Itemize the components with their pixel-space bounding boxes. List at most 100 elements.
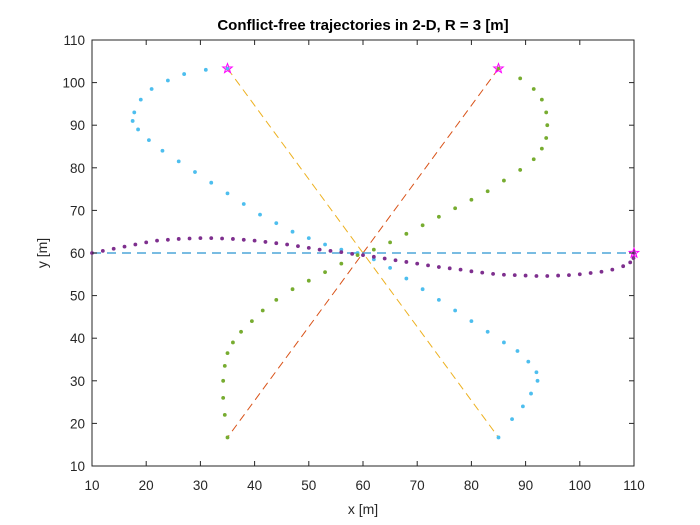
y-tick-label: 10 (70, 459, 85, 474)
trajectory-point (496, 435, 501, 440)
trajectory-point (526, 359, 531, 364)
trajectory-point (144, 240, 149, 245)
trajectory-2 (221, 66, 550, 440)
trajectory-point (306, 278, 311, 283)
trajectory-point (221, 395, 226, 400)
trajectory-point (388, 240, 392, 245)
y-tick-label: 90 (70, 118, 85, 133)
trajectory-point (285, 242, 290, 247)
trajectory-point (130, 119, 135, 123)
trajectory-point (371, 247, 376, 252)
trajectory-point (221, 378, 226, 383)
trajectory-point (502, 178, 506, 183)
trajectory-point (231, 237, 235, 241)
trajectory-point (485, 189, 490, 194)
y-tick-label: 20 (70, 416, 85, 431)
trajectory-point (556, 273, 561, 278)
y-tick-label: 50 (70, 289, 85, 304)
trajectory-point (339, 250, 344, 255)
trajectory-point (225, 191, 230, 196)
trajectory-point (436, 297, 441, 302)
x-tick-label: 80 (464, 478, 479, 493)
y-axis-label: y [m] (34, 238, 50, 268)
x-axis-label: x [m] (348, 501, 378, 517)
trajectory-point (502, 272, 506, 277)
trajectory-point (520, 404, 525, 409)
trajectory-point (133, 242, 138, 247)
trajectory-point (160, 148, 165, 153)
trajectory-point (274, 297, 279, 302)
trajectory-point (252, 238, 257, 243)
trajectory-point (469, 319, 474, 324)
trajectory-point (512, 273, 517, 278)
y-tick-label: 100 (62, 76, 85, 91)
trajectory-point (599, 269, 604, 274)
trajectory-point (339, 261, 344, 266)
trajectory-point (296, 244, 300, 249)
x-tick-label: 90 (518, 478, 533, 493)
trajectory-point (535, 378, 540, 383)
trajectory-point (225, 435, 230, 440)
trajectory-point (323, 270, 327, 275)
trajectory-point (523, 273, 528, 278)
trajectory-point (182, 72, 187, 76)
x-tick-label: 40 (247, 478, 262, 493)
trajectory-point (225, 351, 230, 356)
plot-area: 10 20 30 40 50 60 70 80 90 100 110 10 20 30 40 50 60 70 80… (62, 33, 644, 493)
trajectory-point (436, 265, 441, 269)
trajectory-point (539, 97, 544, 102)
trajectory-point (306, 245, 311, 250)
trajectory-point (545, 274, 550, 278)
trajectory-point (323, 242, 327, 247)
trajectory-point (371, 254, 376, 259)
trajectory-point (388, 266, 392, 270)
trajectory-point (436, 214, 441, 219)
trajectory-point (132, 110, 137, 115)
trajectory-point (621, 264, 626, 269)
trajectory-point (577, 272, 582, 277)
trajectory-point (544, 136, 549, 140)
trajectory-3 (90, 236, 636, 278)
trajectory-point (220, 236, 224, 241)
trajectory-point (122, 244, 127, 249)
x-tick-label: 30 (193, 478, 208, 493)
trajectory-point (415, 261, 420, 266)
trajectory-point (209, 236, 214, 240)
trajectory-point (290, 229, 295, 234)
x-tick-label: 50 (301, 478, 316, 493)
trajectory-point (531, 87, 536, 91)
x-tick-label: 60 (355, 478, 370, 493)
trajectory-point (631, 256, 636, 261)
trajectory-point (529, 391, 533, 396)
trajectory-point (393, 258, 398, 263)
trajectory-point (203, 67, 208, 72)
trajectory-point (588, 271, 593, 275)
trajectory-point (534, 370, 539, 375)
axis-ticks: 10 20 30 40 50 60 70 80 90 100 110 10 20 30 40 50 60 70 80… (62, 33, 644, 493)
trajectory-point (138, 97, 143, 102)
y-tick-label: 60 (70, 246, 85, 261)
trajectory-point (491, 271, 495, 276)
trajectory-point (263, 240, 268, 244)
trajectory-point (258, 212, 262, 217)
trajectory-point (355, 253, 360, 258)
trajectory-point (404, 260, 409, 264)
trajectory-point (544, 110, 549, 115)
trajectory-point (241, 202, 246, 206)
trajectory-point (628, 260, 633, 265)
trajectory-point (350, 251, 355, 256)
trajectory-point (518, 76, 523, 81)
trajectory-point (404, 276, 409, 281)
trajectory-point (453, 206, 458, 211)
chart-title: Conflict-free trajectories in 2-D, R = 3… (217, 17, 508, 34)
trajectory-point (149, 87, 154, 91)
trajectory-point (420, 223, 425, 228)
trajectory-point (469, 269, 474, 274)
trajectory-point (382, 256, 387, 261)
trajectory-point (317, 247, 322, 252)
trajectory-point (515, 349, 520, 353)
trajectory-point (274, 241, 279, 246)
y-tick-label: 30 (70, 374, 85, 389)
trajectory-point (469, 197, 474, 202)
